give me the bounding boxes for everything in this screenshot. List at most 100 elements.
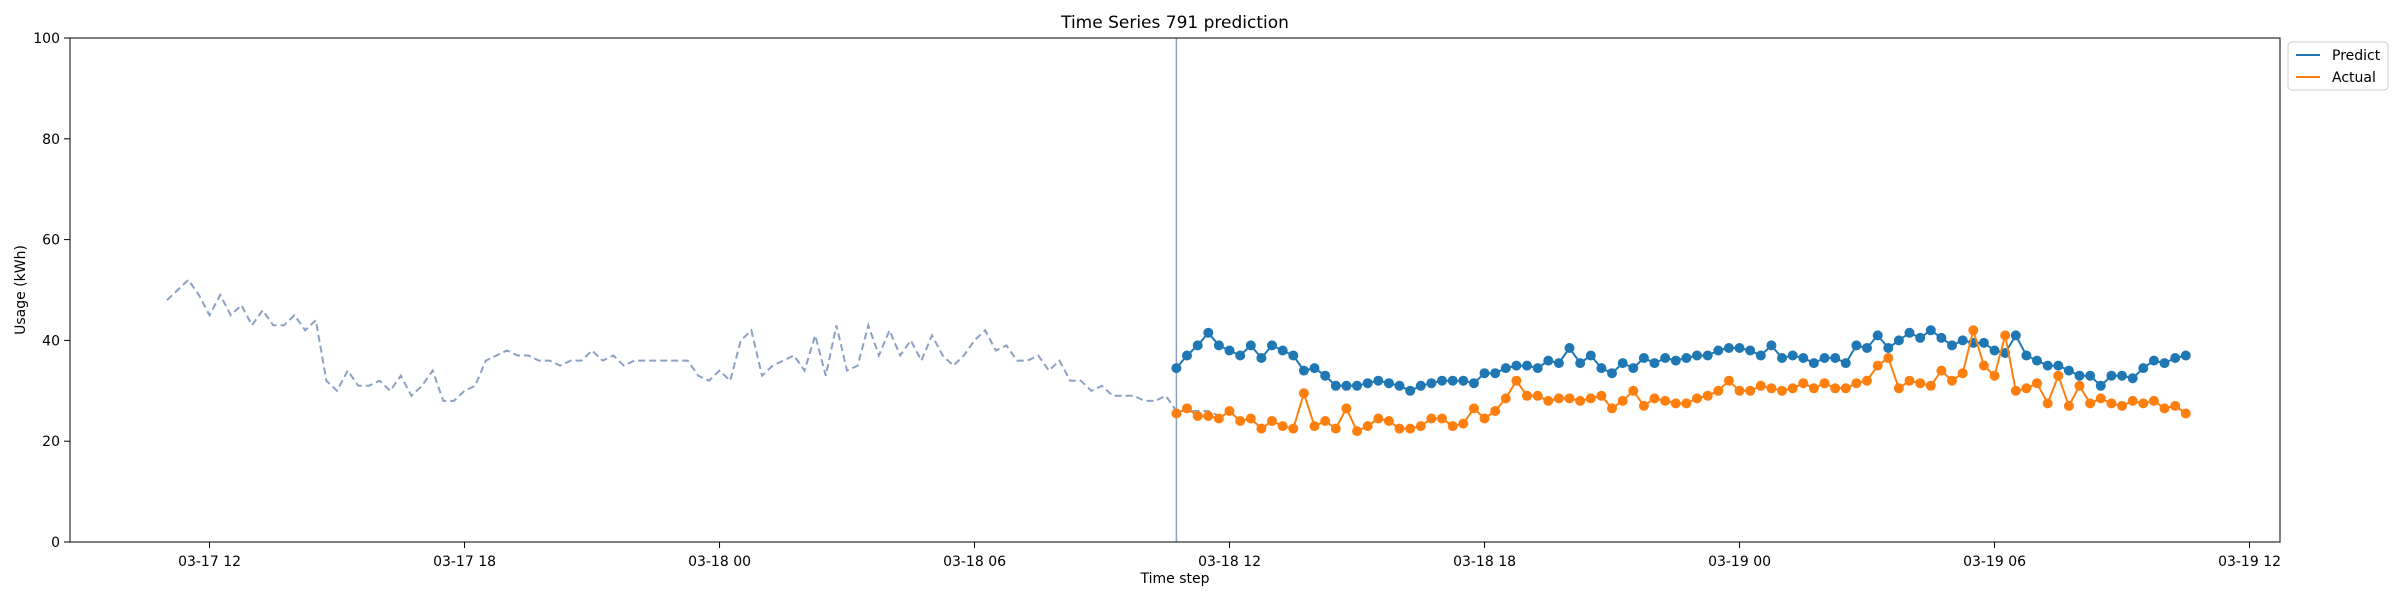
data-point-actual [1989,370,2000,381]
data-point-actual [1362,421,1373,432]
data-point-predict [1670,355,1681,366]
data-point-actual [1352,426,1362,437]
data-point-actual [2021,383,2032,394]
data-point-actual [1213,413,1224,424]
data-point-actual [1553,393,1564,404]
data-point-predict [1532,363,1543,374]
data-point-predict [1989,345,2000,356]
data-point-predict [2180,350,2191,361]
data-point-predict [1638,353,1649,363]
x-tick-label: 03-18 00 [688,554,751,570]
data-point-actual [1543,395,1554,406]
data-point-actual [1447,421,1458,432]
data-point-predict [1352,380,1362,391]
data-point-actual [2053,370,2064,381]
data-point-actual [1862,375,1872,386]
data-point-predict [1543,355,1554,366]
data-point-predict [1330,380,1341,391]
data-point-actual [1893,383,1904,394]
data-point-actual [1872,360,1883,371]
data-point-predict [1479,368,1490,379]
data-point-actual [1490,406,1501,416]
data-point-actual [1330,423,1341,434]
data-point-predict [1713,345,1724,356]
data-point-actual [1808,383,1819,394]
data-point-actual [1925,380,1936,391]
data-point-predict [2095,380,2106,391]
data-point-predict [1394,380,1405,391]
data-point-actual [2106,398,2117,409]
data-point-actual [1522,390,1532,401]
data-point-actual [1787,383,1798,394]
data-point-predict [2021,350,2032,361]
data-point-actual [2042,398,2053,409]
data-point-predict [1862,343,1872,353]
data-point-predict [1320,370,1331,381]
data-point-predict [1490,368,1501,379]
data-point-actual [1235,416,1246,426]
data-point-predict [1734,343,1745,353]
data-point-actual [1883,353,1894,363]
data-point-actual [2170,400,2181,411]
data-point-predict [2010,330,2021,341]
data-point-predict [1224,345,1235,356]
data-point-actual [1267,416,1277,426]
data-point-actual [1936,365,1947,376]
data-point-actual [1777,385,1787,396]
data-point-predict [2117,370,2127,381]
data-point-actual [1915,378,1926,389]
data-point-predict [1447,375,1458,386]
data-point-predict [1511,360,1522,371]
data-point-actual [1171,408,1182,419]
x-tick-label: 03-19 00 [1708,554,1771,570]
data-point-predict [1245,340,1256,351]
data-point-predict [1840,358,1851,369]
data-point-actual [1585,393,1596,404]
data-point-actual [2074,380,2085,391]
data-point-predict [1830,353,1841,363]
data-point-predict [1203,327,1214,338]
data-point-predict [1947,340,1957,351]
data-point-actual [1723,375,1734,386]
series-line-history [166,278,1220,417]
data-point-predict [2074,370,2085,381]
data-point-actual [1224,406,1235,416]
data-point-predict [1723,343,1734,353]
data-point-predict [1585,350,1596,361]
data-point-predict [1522,360,1532,371]
data-point-actual [1298,388,1309,399]
data-point-predict [2085,370,2096,381]
data-point-actual [2010,385,2021,396]
data-point-actual [1373,413,1384,424]
data-point-predict [2032,355,2042,366]
data-point-predict [1309,363,1320,374]
data-point-predict [1500,363,1511,374]
data-point-actual [1755,380,1766,391]
data-point-actual [1978,360,1989,371]
data-point-predict [1267,340,1277,351]
data-point-actual [1851,378,1862,389]
data-point-predict [2063,365,2074,376]
data-point-predict [1787,350,1798,361]
data-point-actual [1734,385,1745,396]
data-point-predict [1596,363,1607,374]
data-point-predict [1458,375,1469,386]
y-tick-label: 40 [42,333,60,349]
data-point-predict [1745,345,1756,356]
data-point-predict [1171,363,1182,374]
data-point-actual [1713,385,1724,396]
data-point-actual [1468,403,1479,414]
data-point-actual [1532,390,1543,401]
data-point-actual [1617,395,1628,406]
x-axis-label: Time step [1140,571,1210,587]
data-point-actual [1819,378,1830,389]
data-point-actual [1947,375,1957,386]
data-point-actual [1957,368,1968,379]
data-point-predict [1702,350,1713,361]
data-point-actual [1596,390,1607,401]
data-point-actual [2063,400,2074,411]
data-point-predict [1660,353,1671,363]
data-point-predict [1766,340,1777,351]
data-point-actual [1341,403,1352,414]
